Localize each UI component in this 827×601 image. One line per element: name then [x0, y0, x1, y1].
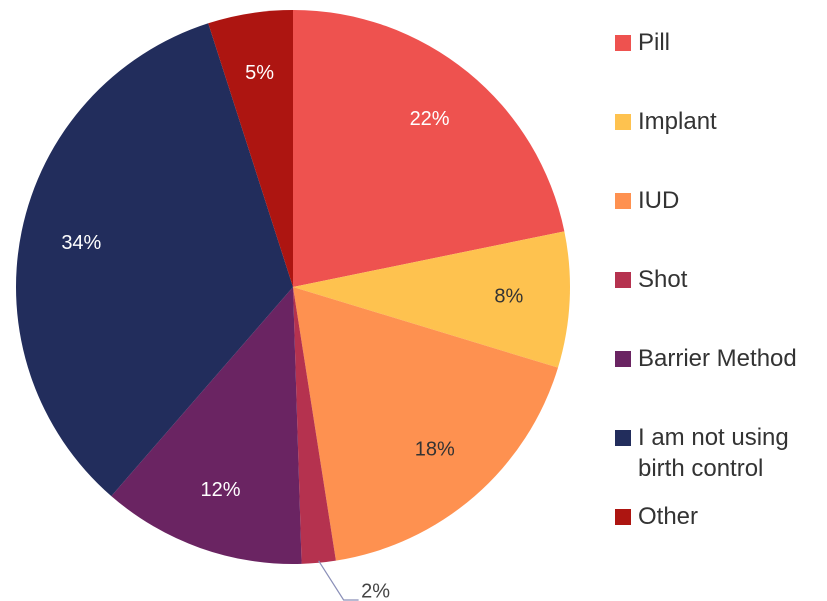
data-label: 8%: [494, 285, 523, 307]
legend-item: I am not using birth control: [615, 422, 815, 484]
legend-swatch: [615, 430, 631, 446]
legend-item: Pill: [615, 27, 815, 58]
pie-slice: [293, 287, 336, 564]
legend-item: IUD: [615, 185, 815, 216]
legend-swatch: [615, 351, 631, 367]
data-label: 12%: [200, 479, 240, 501]
legend-label: Shot: [638, 266, 688, 293]
data-label: 34%: [61, 232, 101, 254]
data-label: 18%: [415, 438, 455, 460]
leader-line: [318, 560, 359, 601]
legend-item: Barrier Method: [615, 343, 815, 374]
pie-slice: [208, 10, 293, 287]
legend-label: Implant: [638, 108, 717, 135]
legend-label: Barrier Method: [638, 345, 797, 372]
data-label: 2%: [361, 580, 390, 601]
pie-slice: [15, 23, 293, 497]
legend-swatch: [615, 509, 631, 525]
pie-slice: [293, 231, 570, 368]
data-label: 5%: [245, 62, 274, 84]
legend-label: Pill: [638, 29, 671, 56]
legend-label: Other: [638, 503, 699, 530]
legend-swatch: [615, 272, 631, 288]
legend-item: Implant: [615, 106, 815, 137]
legend-swatch: [615, 193, 631, 209]
legend-item: Shot: [615, 264, 815, 295]
pie-slice: [293, 10, 565, 287]
pie-slice: [111, 287, 302, 564]
legend-swatch: [615, 35, 631, 51]
legend-label: IUD: [638, 187, 680, 214]
data-label: 22%: [410, 108, 450, 130]
legend-swatch: [615, 114, 631, 130]
legend-label: I am not using birth control: [638, 424, 789, 482]
legend-item: Other: [615, 501, 815, 532]
pie-slice: [293, 287, 558, 561]
